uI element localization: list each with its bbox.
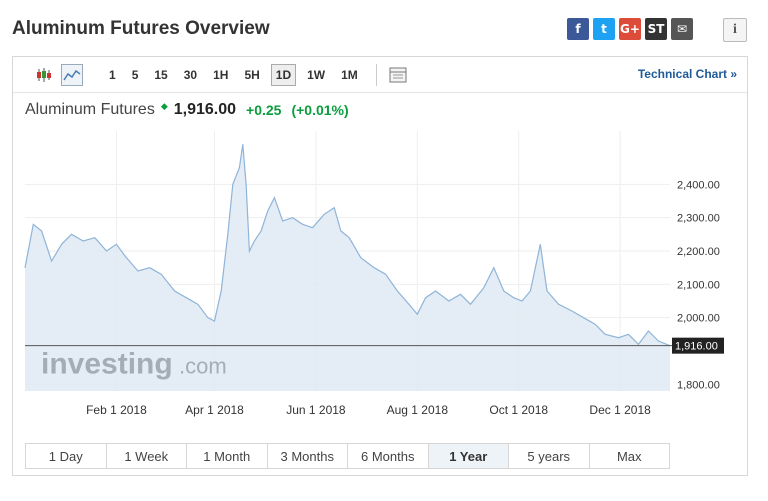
interval-30[interactable]: 30 — [183, 67, 198, 82]
range-5-years[interactable]: 5 years — [509, 444, 590, 468]
x-tick-label: Dec 1 2018 — [589, 403, 651, 417]
interval-1[interactable]: 1 — [109, 67, 116, 82]
up-diamond-icon: ◆ — [160, 100, 168, 111]
range-1-day[interactable]: 1 Day — [26, 444, 107, 468]
watermark-brand: investing — [41, 348, 173, 381]
quote-header: Aluminum Futures ◆ 1,916.00 +0.25 (+0.01… — [25, 101, 349, 119]
chart-panel: 1 5 15 30 1H 5H 1D 1W 1M Technical Chart… — [12, 56, 748, 476]
settings-panel-button[interactable] — [387, 64, 409, 86]
toolbar-divider — [375, 63, 377, 86]
x-tick-label: Jun 1 2018 — [286, 403, 346, 417]
info-button[interactable]: i — [723, 18, 747, 42]
x-tick-label: Feb 1 2018 — [86, 403, 147, 417]
x-tick-label: Apr 1 2018 — [185, 403, 244, 417]
interval-1w[interactable]: 1W — [307, 67, 326, 82]
y-tick-label: 2,100.00 — [677, 279, 720, 291]
interval-5h[interactable]: 5H — [244, 67, 260, 82]
technical-chart-link[interactable]: Technical Chart » — [637, 67, 737, 81]
last-price-tag — [672, 337, 724, 354]
x-tick-label: Oct 1 2018 — [489, 403, 548, 417]
page-title: Aluminum Futures Overview — [12, 18, 270, 39]
area-chart-button[interactable] — [61, 63, 83, 86]
interval-1h[interactable]: 1H — [213, 67, 229, 82]
range-6-months[interactable]: 6 Months — [348, 444, 429, 468]
range-3-months[interactable]: 3 Months — [268, 444, 348, 468]
range-1-month[interactable]: 1 Month — [187, 444, 268, 468]
stocktwits-icon[interactable]: ST — [645, 18, 667, 40]
range-max[interactable]: Max — [616, 448, 642, 464]
price-chart[interactable]: investing .com 2,400.002,300.002,200.002… — [13, 57, 747, 437]
y-axis-ticks: 2,400.00 2,300.00 2,200.00 2,100.00 2,000.00… — [677, 179, 720, 391]
x-axis-ticks: Feb 1 2018 Apr 1 2018 Jun 1 2018 Aug 1 2018… — [86, 403, 651, 417]
time-range-selector: 1 Day 1 Week 1 Month 3 Months 6 Months 1… — [25, 443, 670, 469]
price-change: +0.25 — [246, 102, 282, 118]
facebook-icon[interactable]: f — [567, 18, 589, 40]
x-tick-label: Aug 1 2018 — [387, 403, 449, 417]
candlestick-icon — [37, 67, 51, 82]
chart-toolbar: 1 5 15 30 1H 5H 1D 1W 1M Technical Chart… — [13, 57, 747, 93]
area-chart-icon — [63, 69, 81, 80]
share-bar: f t G+ ST ✉ — [567, 18, 693, 40]
panel-icon — [389, 67, 407, 82]
last-price: 1,916.00 — [173, 101, 237, 118]
interval-15[interactable]: 15 — [154, 67, 168, 82]
interval-5[interactable]: 5 — [131, 67, 139, 82]
email-icon[interactable]: ✉ — [671, 18, 693, 40]
price-area — [25, 144, 670, 391]
range-1-week[interactable]: 1 Week — [107, 444, 187, 468]
candlestick-chart-button[interactable] — [33, 64, 55, 86]
last-price-tag-label: 1,916.00 — [675, 341, 718, 353]
y-tick-label: 2,400.00 — [677, 179, 720, 191]
price-change-percent: (+0.01%) — [291, 102, 349, 118]
y-tick-label: 2,300.00 — [677, 213, 720, 225]
y-tick-label: 2,200.00 — [677, 246, 720, 258]
instrument-name: Aluminum Futures — [25, 101, 155, 118]
price-line — [24, 144, 671, 347]
watermark-suffix: .com — [179, 354, 227, 379]
y-tick-label: 1,800.00 — [677, 379, 720, 391]
range-1-year[interactable]: 1 Year — [428, 444, 509, 468]
interval-1m[interactable]: 1M — [341, 67, 358, 82]
interval-1d[interactable]: 1D — [270, 63, 297, 86]
google-plus-icon[interactable]: G+ — [619, 18, 641, 40]
y-tick-label: 2,000.00 — [677, 313, 720, 325]
twitter-icon[interactable]: t — [593, 18, 615, 40]
